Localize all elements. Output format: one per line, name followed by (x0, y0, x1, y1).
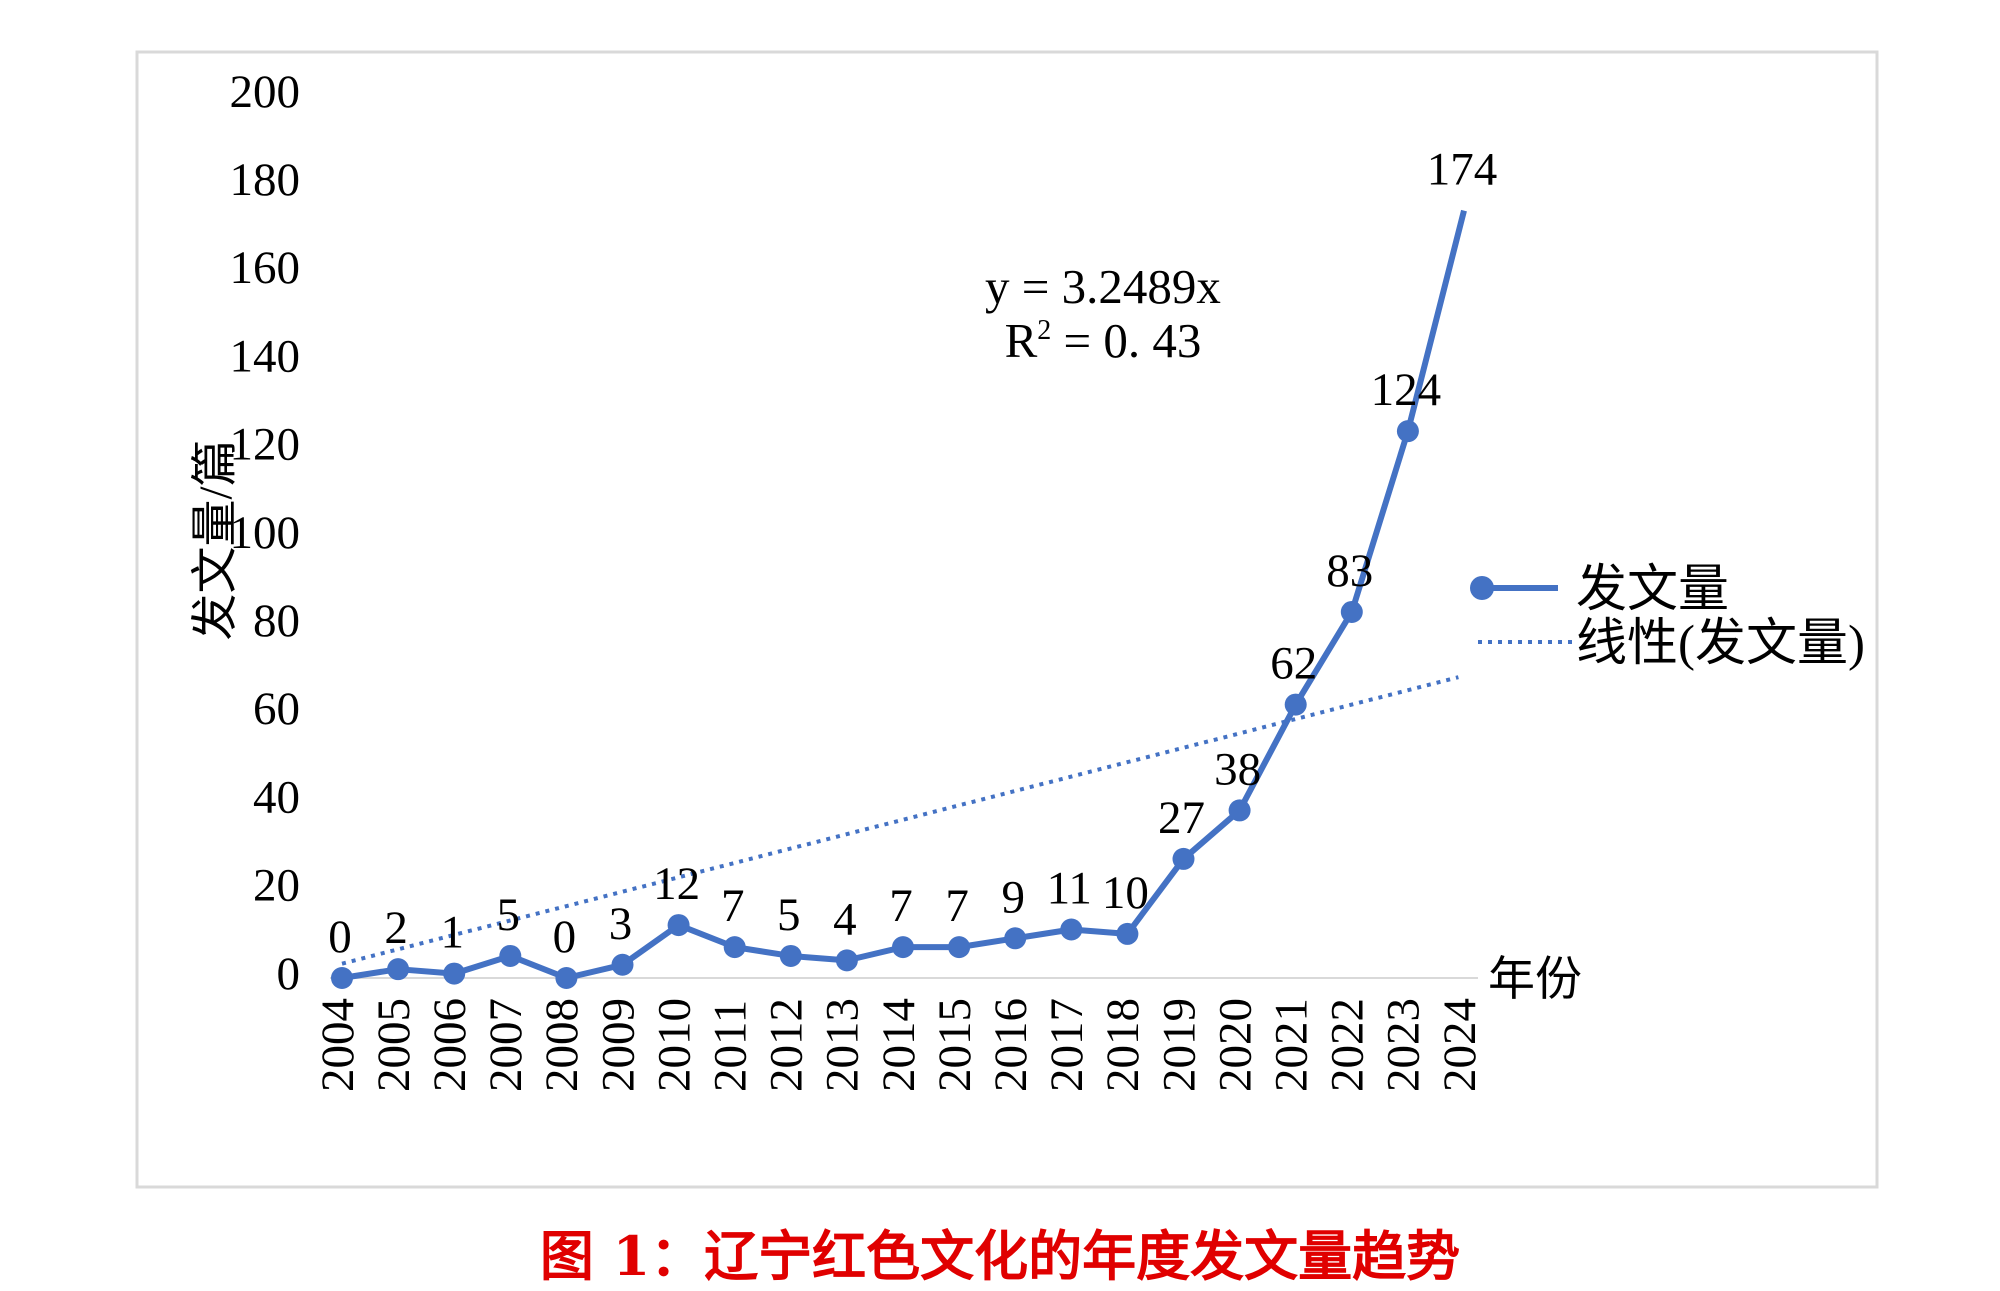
x-tick-label: 2017 (1041, 998, 1093, 1092)
x-tick-label: 2014 (873, 998, 925, 1092)
data-point (387, 958, 410, 981)
data-point (1004, 927, 1027, 950)
data-label: 5 (777, 889, 801, 941)
data-point (948, 936, 971, 959)
data-point (1340, 600, 1363, 623)
y-tick-label: 200 (230, 66, 301, 118)
data-point (1284, 693, 1307, 716)
x-tick-label: 2012 (761, 998, 813, 1092)
x-tick-label: 2007 (480, 998, 532, 1092)
x-tick-label: 2020 (1209, 998, 1261, 1092)
x-tick-label: 2004 (312, 998, 364, 1092)
data-label: 2 (384, 902, 408, 954)
y-axis-label: 发文量/篇 (190, 439, 242, 640)
data-label: 124 (1371, 364, 1442, 416)
data-point (1172, 847, 1195, 870)
data-label: 10 (1102, 867, 1149, 919)
x-tick-label: 2009 (592, 998, 644, 1092)
data-point (892, 936, 914, 959)
x-tick-label: 2023 (1378, 998, 1430, 1092)
data-point (443, 962, 466, 985)
x-tick-label: 2008 (536, 998, 588, 1092)
series-markers (331, 420, 1419, 989)
data-label: 0 (553, 911, 577, 963)
x-tick-label: 2010 (648, 998, 700, 1092)
data-label: 27 (1158, 792, 1205, 844)
data-label: 5 (497, 889, 521, 941)
data-label: 83 (1326, 545, 1373, 597)
y-tick-label: 20 (253, 860, 300, 912)
data-label: 12 (653, 858, 700, 910)
x-tick-label: 2015 (929, 998, 981, 1092)
data-label: 1 (440, 907, 464, 959)
legend-trendline-label: 线性(发文量) (1576, 616, 1865, 672)
data-point (1228, 799, 1251, 822)
legend-series-marker-swatch (1470, 576, 1494, 600)
legend-item-series: 发文量 (1470, 562, 1729, 618)
data-label: 7 (889, 880, 913, 932)
y-axis-ticks: 0 20 40 60 80 100 120 140 160 180 200 (230, 66, 301, 1000)
x-tick-label: 2013 (817, 998, 869, 1092)
x-tick-label: 2019 (1153, 998, 1205, 1092)
data-point (499, 944, 522, 967)
data-label: 62 (1270, 638, 1317, 690)
data-point (1060, 918, 1083, 941)
figure-caption: 图 1：辽宁红色文化的年度发文量趋势 (539, 1224, 1461, 1288)
x-axis-label: 年份 (1488, 954, 1582, 1006)
x-tick-label: 2011 (704, 1000, 756, 1092)
data-point (611, 953, 634, 976)
data-label: 0 (328, 911, 352, 963)
data-point (1116, 922, 1139, 945)
data-point (667, 914, 690, 937)
x-tick-label: 2018 (1097, 998, 1149, 1092)
x-tick-label: 2016 (985, 998, 1037, 1092)
x-tick-label: 2021 (1265, 998, 1317, 1092)
legend: 发文量 线性(发文量) (1470, 562, 1865, 672)
trendline-equation: y = 3.2489x (985, 259, 1221, 314)
data-point (1396, 420, 1419, 443)
y-tick-label: 60 (253, 683, 300, 735)
y-tick-label: 180 (230, 154, 301, 206)
y-tick-label: 80 (253, 595, 300, 647)
data-point (331, 967, 353, 989)
data-point (835, 949, 858, 972)
data-label: 4 (833, 893, 857, 945)
data-point (723, 936, 746, 959)
data-point (779, 944, 802, 967)
data-label: 3 (609, 898, 633, 950)
trendline (341, 675, 1459, 966)
data-label: 38 (1214, 743, 1261, 795)
data-label: 7 (945, 880, 969, 932)
data-label: 11 (1047, 862, 1092, 914)
trendline-r2: R2 = 0. 43 (1005, 313, 1202, 368)
x-tick-label: 2024 (1434, 998, 1486, 1092)
y-tick-label: 160 (230, 242, 301, 294)
chart-frame (135, 50, 1879, 1189)
series-line (341, 209, 1467, 981)
legend-series-label: 发文量 (1576, 562, 1729, 618)
data-label: 7 (721, 880, 745, 932)
x-tick-label: 2005 (368, 998, 420, 1092)
y-tick-label: 0 (277, 948, 301, 1000)
x-tick-label: 2006 (424, 998, 476, 1092)
y-tick-label: 140 (230, 330, 301, 382)
data-point (555, 967, 578, 989)
x-axis-ticks: 2004 2005 2006 2007 2008 2009 2010 2011 2012 2013… (312, 998, 1486, 1092)
y-tick-label: 120 (230, 419, 301, 471)
data-label: 9 (1001, 871, 1025, 923)
y-tick-label: 40 (253, 771, 300, 823)
x-tick-label: 2022 (1322, 998, 1374, 1092)
data-label: 174 (1427, 144, 1498, 196)
y-tick-label: 100 (230, 507, 301, 559)
legend-item-trendline: 线性(发文量) (1478, 616, 1865, 672)
